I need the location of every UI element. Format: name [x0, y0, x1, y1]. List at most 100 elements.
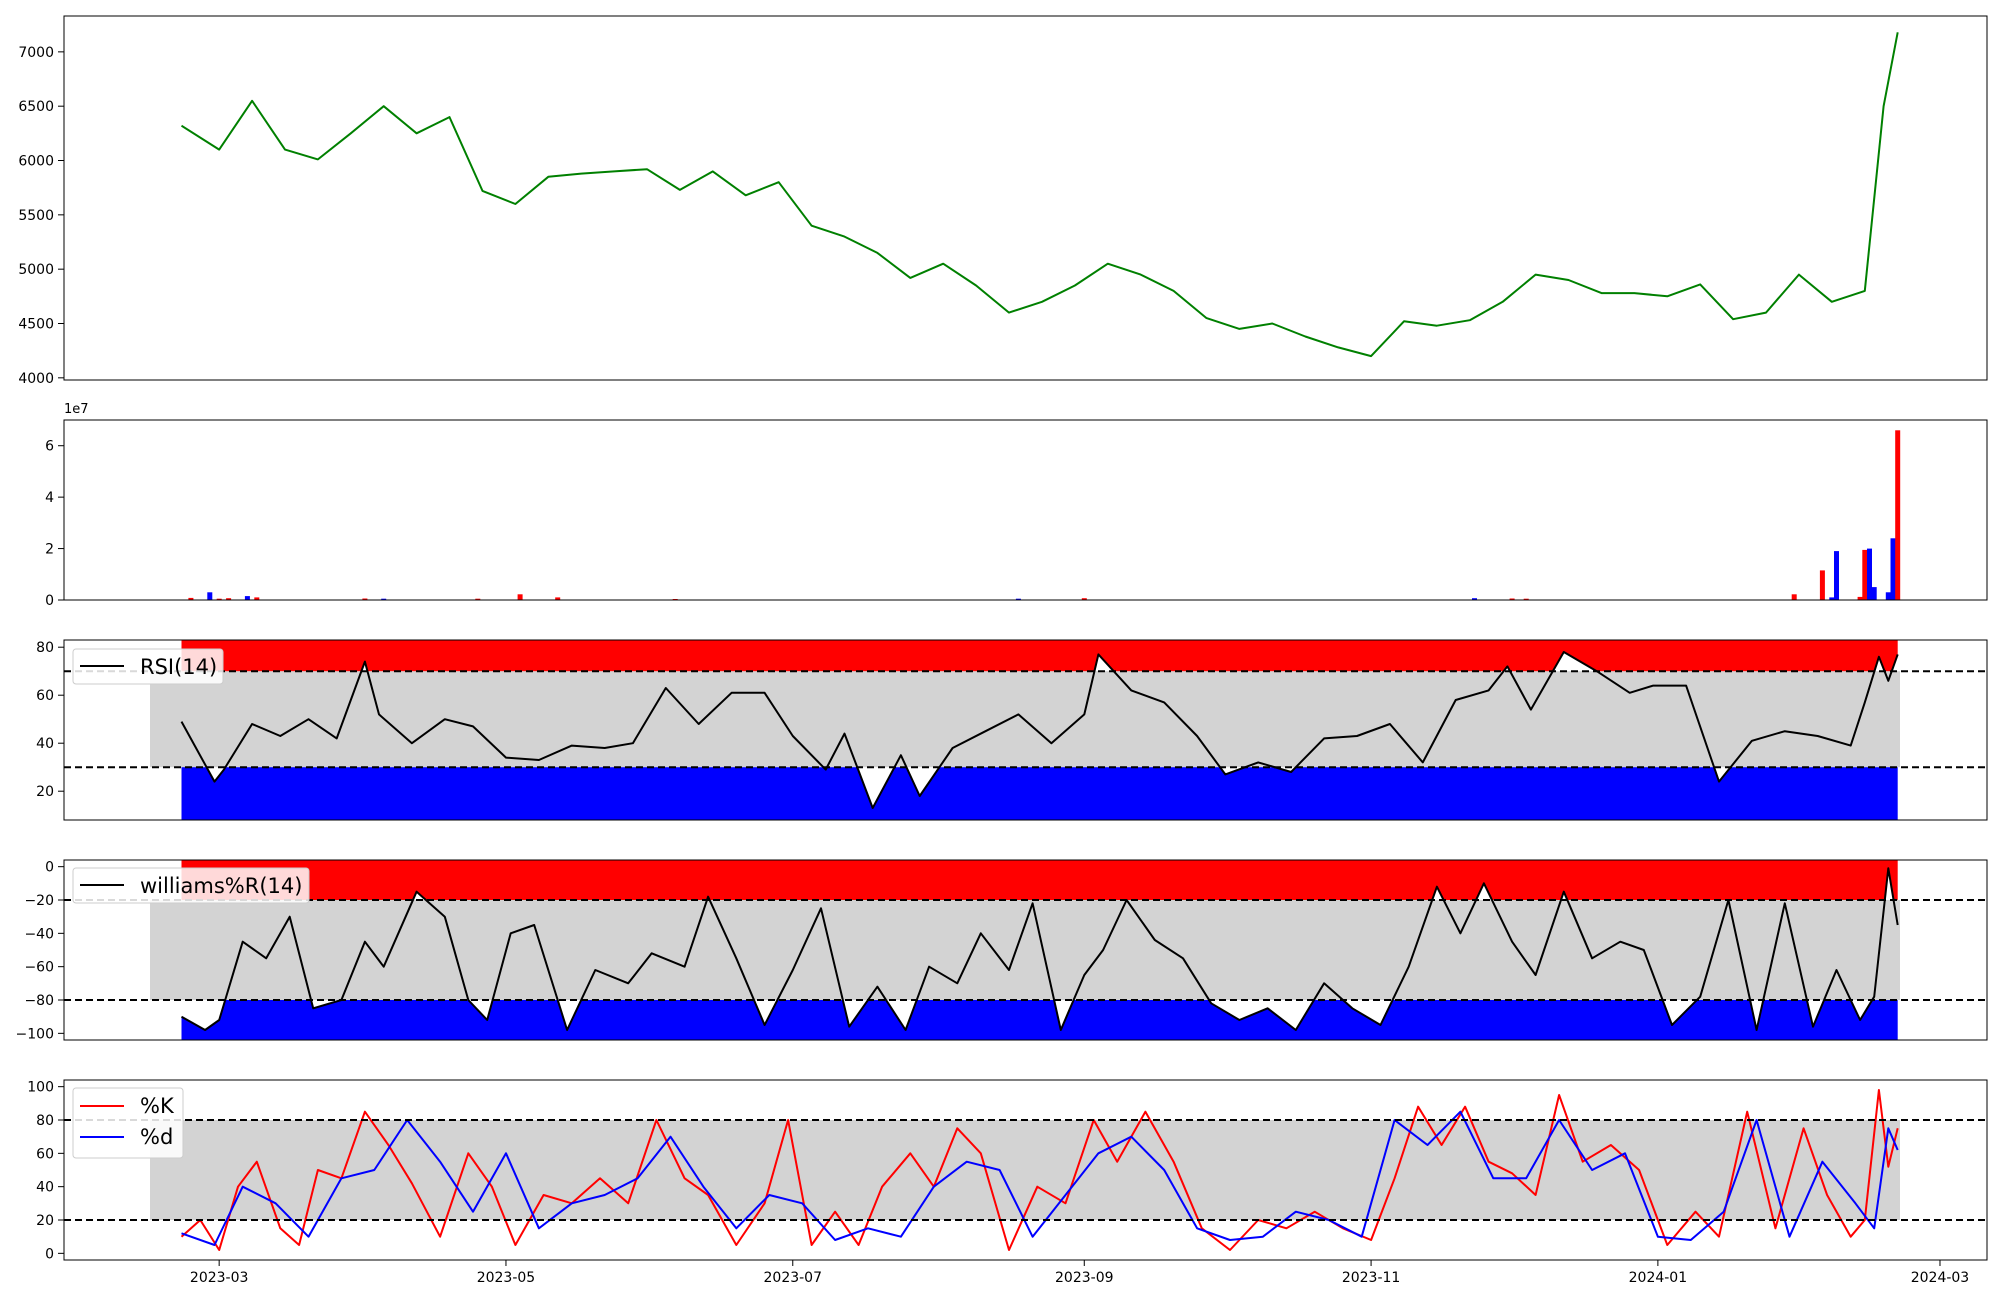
oversold-fill [181, 1000, 1898, 1040]
volume-axes-frame [63, 419, 1988, 601]
neutral-zone-band [150, 1120, 1900, 1220]
williams-axes-frame [63, 859, 1988, 1041]
y-tick-label: 0 [45, 593, 54, 609]
rsi-panel: 20 40 60 80 RSI(14) [36, 639, 1988, 821]
volume-bar-up [555, 597, 561, 600]
volume-y-ticks: 0 2 4 6 [45, 439, 64, 609]
x-axis-ticks: 2023-03 2023-05 2023-07 2023-09 2023-11 2024-… [190, 1260, 1969, 1286]
volume-bar-down [1472, 598, 1477, 600]
y-tick-label: 4000 [18, 371, 54, 387]
y-tick-label: 5500 [18, 208, 54, 224]
y-tick-label: −100 [16, 1026, 54, 1042]
williams-line [181, 867, 1899, 1031]
x-tick-label: 2024-01 [1629, 1270, 1688, 1286]
williams-bands [150, 900, 1900, 1000]
volume-offset-label: 1e7 [64, 402, 89, 417]
y-tick-label: −40 [24, 926, 54, 942]
overbought-fill [181, 640, 1898, 672]
price-y-ticks: 4000 4500 5000 5500 6000 6500 7000 [18, 45, 64, 387]
williams-legend: williams%R(14) [72, 867, 310, 904]
volume-bar-up [216, 598, 222, 600]
price-plot [180, 32, 1899, 358]
rsi-legend: RSI(14) [72, 648, 224, 685]
williams-panel: 0 −20 −40 −60 −80 −100 williams%R(14) [16, 859, 1988, 1042]
y-tick-label: 40 [36, 736, 54, 752]
stochastic-plot [64, 1089, 1987, 1251]
williams-legend-label: williams%R(14) [140, 874, 302, 898]
y-tick-label: 0 [45, 1246, 54, 1262]
y-tick-label: −20 [24, 893, 54, 909]
price-panel: 4000 4500 5000 5500 6000 6500 7000 [18, 15, 1988, 387]
y-tick-label: 6 [45, 439, 54, 455]
y-tick-label: 80 [36, 640, 54, 656]
y-tick-label: 6000 [18, 154, 54, 170]
y-tick-label: 60 [36, 1146, 54, 1162]
stochastic-legend: %K %d [72, 1087, 184, 1159]
rsi-legend-label: RSI(14) [140, 655, 217, 679]
y-tick-label: 5000 [18, 262, 54, 278]
k-legend-label: %K [140, 1094, 175, 1118]
volume-bar-up [1819, 570, 1825, 600]
y-tick-label: −80 [24, 993, 54, 1009]
y-tick-label: 20 [36, 1213, 54, 1229]
y-tick-label: 20 [36, 784, 54, 800]
y-tick-label: 60 [36, 688, 54, 704]
volume-bar-up [1791, 594, 1797, 600]
volume-bar-down [1871, 587, 1877, 600]
stochastic-bands [150, 1120, 1900, 1220]
y-tick-label: 2 [45, 542, 54, 558]
y-tick-label: 6500 [18, 99, 54, 115]
y-tick-label: 4500 [18, 316, 54, 332]
rsi-line [180, 651, 1899, 809]
volume-bar-up [1857, 596, 1863, 600]
volume-bar-down [244, 596, 250, 600]
williams-y-ticks: 0 −20 −40 −60 −80 −100 [16, 860, 64, 1042]
x-tick-label: 2023-05 [477, 1270, 536, 1286]
overbought-fill [181, 860, 1898, 900]
rsi-plot [64, 640, 1987, 820]
stochastic-y-ticks: 0 20 40 60 80 100 [27, 1080, 64, 1262]
volume-bar-up [475, 598, 481, 600]
x-tick-label: 2024-03 [1911, 1270, 1970, 1286]
volume-plot [188, 430, 1901, 600]
volume-bar-down [1834, 551, 1839, 600]
volume-bar-up [1523, 598, 1529, 600]
stochastic-axes-frame [63, 1079, 1988, 1261]
volume-bar-down [1867, 548, 1872, 600]
williams-legend-box [72, 867, 310, 904]
x-tick-label: 2023-11 [1342, 1270, 1401, 1286]
y-tick-label: 40 [36, 1180, 54, 1196]
volume-bar-down [207, 592, 213, 600]
volume-bar-up [254, 597, 260, 600]
k-line [180, 1089, 1899, 1251]
volume-bar-up [362, 598, 368, 600]
rsi-legend-box [72, 648, 224, 685]
neutral-zone-band [150, 900, 1900, 1000]
volume-bar-up [226, 598, 232, 600]
williams-plot [64, 860, 1987, 1040]
stochastic-panel: 0 20 40 60 80 100 %K %d 2023-03 2023-05 2023-07… [27, 1079, 1988, 1286]
volume-bar-up [1862, 549, 1868, 600]
rsi-y-ticks: 20 40 60 80 [36, 640, 64, 800]
volume-panel: 0 2 4 6 1e7 [45, 402, 1988, 609]
volume-bar-up [188, 597, 194, 600]
volume-bar-down [381, 598, 387, 600]
price-line [180, 32, 1899, 358]
d-legend-label: %d [140, 1125, 173, 1149]
volume-bar-down [1885, 592, 1891, 600]
volume-bar-down [1890, 538, 1896, 600]
volume-bar-up [1509, 598, 1515, 600]
volume-bar-up [1895, 430, 1901, 600]
rsi-axes-frame [63, 639, 1988, 821]
volume-bar-up [1081, 598, 1087, 600]
y-tick-label: 100 [27, 1080, 54, 1096]
y-tick-label: 80 [36, 1113, 54, 1129]
oversold-fill [181, 767, 1898, 820]
d-line [181, 1110, 1899, 1246]
volume-bar-up [517, 594, 523, 600]
y-tick-label: 4 [45, 490, 54, 506]
x-tick-label: 2023-07 [764, 1270, 823, 1286]
y-tick-label: 0 [45, 860, 54, 876]
y-tick-label: −60 [24, 960, 54, 976]
